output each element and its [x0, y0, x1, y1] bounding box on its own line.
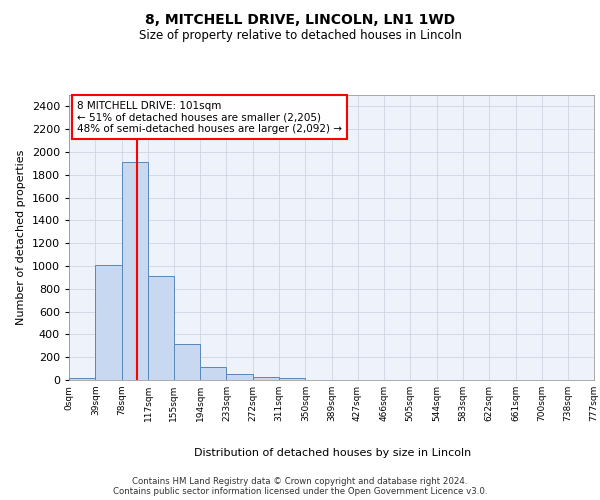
- Text: Distribution of detached houses by size in Lincoln: Distribution of detached houses by size …: [194, 448, 472, 458]
- Bar: [148, 276, 174, 380]
- Y-axis label: Number of detached properties: Number of detached properties: [16, 150, 26, 325]
- Text: Size of property relative to detached houses in Lincoln: Size of property relative to detached ho…: [139, 28, 461, 42]
- Bar: [174, 344, 200, 380]
- Bar: [69, 378, 95, 380]
- Bar: [200, 368, 226, 380]
- Text: Contains public sector information licensed under the Open Government Licence v3: Contains public sector information licen…: [113, 487, 487, 496]
- Bar: [226, 374, 253, 380]
- Text: Contains HM Land Registry data © Crown copyright and database right 2024.: Contains HM Land Registry data © Crown c…: [132, 477, 468, 486]
- Text: 8, MITCHELL DRIVE, LINCOLN, LN1 1WD: 8, MITCHELL DRIVE, LINCOLN, LN1 1WD: [145, 12, 455, 26]
- Bar: [122, 162, 148, 380]
- Text: 8 MITCHELL DRIVE: 101sqm
← 51% of detached houses are smaller (2,205)
48% of sem: 8 MITCHELL DRIVE: 101sqm ← 51% of detach…: [77, 100, 342, 134]
- Bar: [95, 265, 122, 380]
- Bar: [279, 378, 305, 380]
- Bar: [253, 377, 279, 380]
